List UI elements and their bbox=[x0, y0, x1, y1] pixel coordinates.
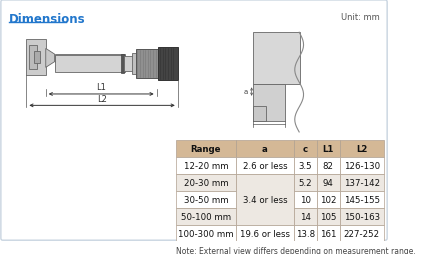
Bar bbox=[55, 56, 125, 73]
Bar bbox=[294, 140, 317, 157]
Bar bbox=[55, 55, 125, 62]
Bar bbox=[340, 225, 384, 242]
Text: L2: L2 bbox=[97, 94, 107, 103]
Text: 100-300 mm: 100-300 mm bbox=[178, 229, 234, 238]
Bar bbox=[294, 225, 317, 242]
Text: L1: L1 bbox=[322, 144, 334, 153]
Text: 105: 105 bbox=[320, 212, 336, 221]
Bar bbox=[176, 157, 236, 174]
Bar bbox=[340, 157, 384, 174]
Text: 5.2: 5.2 bbox=[299, 178, 312, 187]
Text: Unit: mm: Unit: mm bbox=[341, 13, 380, 22]
Bar bbox=[317, 174, 340, 191]
Bar bbox=[340, 140, 384, 157]
Bar bbox=[29, 45, 37, 70]
Bar bbox=[254, 33, 300, 85]
Bar bbox=[340, 208, 384, 225]
Text: 137-142: 137-142 bbox=[344, 178, 380, 187]
Text: 126-130: 126-130 bbox=[344, 161, 380, 170]
Bar bbox=[176, 208, 236, 225]
Text: 161: 161 bbox=[320, 229, 336, 238]
Text: 2.6 or less: 2.6 or less bbox=[243, 161, 287, 170]
Text: 13.8: 13.8 bbox=[296, 229, 315, 238]
Bar bbox=[317, 191, 340, 208]
Text: Dimensions: Dimensions bbox=[9, 13, 86, 26]
Bar bbox=[340, 174, 384, 191]
Text: 30-50 mm: 30-50 mm bbox=[183, 195, 228, 204]
Bar bbox=[34, 52, 40, 64]
Bar bbox=[176, 225, 236, 242]
Text: 3.5: 3.5 bbox=[299, 161, 312, 170]
Text: a: a bbox=[262, 144, 268, 153]
Text: 12-20 mm: 12-20 mm bbox=[183, 161, 228, 170]
Bar bbox=[176, 174, 236, 191]
Text: Note: External view differs depending on measurement range.: Note: External view differs depending on… bbox=[176, 246, 416, 254]
Bar bbox=[317, 225, 340, 242]
Text: 227-252: 227-252 bbox=[344, 229, 380, 238]
Bar bbox=[121, 55, 124, 74]
Bar bbox=[294, 208, 317, 225]
Bar bbox=[294, 157, 317, 174]
Text: a: a bbox=[244, 89, 248, 95]
Text: 94: 94 bbox=[323, 178, 334, 187]
Text: 19.6 or less: 19.6 or less bbox=[240, 229, 290, 238]
Text: 3.4 or less: 3.4 or less bbox=[243, 195, 287, 204]
Text: 20-30 mm: 20-30 mm bbox=[183, 178, 228, 187]
Bar bbox=[317, 157, 340, 174]
Bar bbox=[135, 50, 158, 78]
FancyBboxPatch shape bbox=[1, 1, 387, 240]
Text: c: c bbox=[303, 144, 308, 153]
Bar bbox=[254, 85, 285, 121]
Text: Range: Range bbox=[191, 144, 221, 153]
Bar bbox=[132, 54, 135, 75]
Polygon shape bbox=[46, 49, 55, 68]
Bar bbox=[124, 57, 135, 72]
Bar bbox=[176, 191, 236, 208]
Bar bbox=[236, 157, 294, 174]
Bar bbox=[158, 48, 178, 81]
Text: 10: 10 bbox=[300, 195, 311, 204]
Bar bbox=[236, 225, 294, 242]
Text: 50-100 mm: 50-100 mm bbox=[181, 212, 231, 221]
Text: L1: L1 bbox=[96, 83, 106, 92]
Bar bbox=[254, 107, 266, 121]
Text: 102: 102 bbox=[320, 195, 336, 204]
Bar bbox=[317, 208, 340, 225]
Bar bbox=[317, 140, 340, 157]
Text: L2: L2 bbox=[356, 144, 367, 153]
Text: 82: 82 bbox=[323, 161, 334, 170]
Text: 145-155: 145-155 bbox=[344, 195, 380, 204]
Text: 14: 14 bbox=[300, 212, 311, 221]
Bar bbox=[236, 140, 294, 157]
Bar bbox=[26, 40, 46, 76]
Bar bbox=[236, 174, 294, 225]
Bar bbox=[294, 174, 317, 191]
Bar bbox=[176, 140, 236, 157]
Text: 150-163: 150-163 bbox=[344, 212, 380, 221]
Bar bbox=[340, 191, 384, 208]
Bar bbox=[294, 191, 317, 208]
